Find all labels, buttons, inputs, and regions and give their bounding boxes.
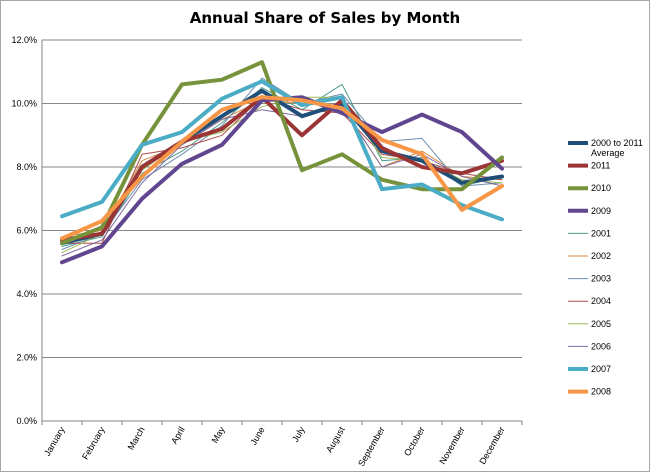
series-line-2007 xyxy=(60,79,504,222)
series-line-2008 xyxy=(60,95,504,241)
legend-label: 2009 xyxy=(591,206,611,216)
series-line-2006 xyxy=(61,106,503,257)
axes: 0.0% 2.0% 4.0% 6.0% 8.0% 10.0% 12.0% January Feb… xyxy=(11,35,523,468)
legend-label: 2005 xyxy=(591,319,611,329)
x-tick-label: June xyxy=(248,425,266,447)
legend-label: 2003 xyxy=(591,274,611,284)
x-tick-label: April xyxy=(169,425,187,446)
y-tick-label: 8.0% xyxy=(16,162,37,172)
y-tick-label: 0.0% xyxy=(16,416,37,426)
x-tick-label: September xyxy=(356,425,387,468)
legend-label: 2001 xyxy=(591,228,611,238)
legend-label: 2008 xyxy=(591,387,611,397)
y-tick-label: 2.0% xyxy=(16,353,37,363)
y-tick-label: 4.0% xyxy=(16,289,37,299)
legend-label: Average xyxy=(591,148,624,158)
x-tick-label: May xyxy=(210,425,227,445)
x-tick-label: January xyxy=(42,425,67,458)
x-tick-label: July xyxy=(290,425,307,444)
series-line-2003 xyxy=(61,77,503,250)
y-tick-label: 6.0% xyxy=(16,226,37,236)
chart-title: Annual Share of Sales by Month xyxy=(189,9,461,27)
series-line-2009 xyxy=(60,95,504,265)
legend-label: 2000 to 2011 xyxy=(591,138,643,148)
x-tick-label: August xyxy=(324,425,347,455)
series-lines xyxy=(60,60,504,265)
y-tick-label: 10.0% xyxy=(11,99,37,109)
legend-label: 2007 xyxy=(591,364,611,374)
x-tick-label: November xyxy=(437,425,466,466)
legend-label: 2006 xyxy=(591,341,611,351)
x-tick-label: February xyxy=(80,425,107,462)
x-tick-label: October xyxy=(402,425,427,458)
legend-label: 2004 xyxy=(591,296,611,306)
y-tick-label: 12.0% xyxy=(11,35,37,45)
x-tick-label: March xyxy=(126,425,147,452)
x-tick-label: December xyxy=(477,425,506,466)
legend-label: 2002 xyxy=(591,251,611,261)
legend-label: 2010 xyxy=(591,183,611,193)
legend-label: 2011 xyxy=(591,161,610,171)
